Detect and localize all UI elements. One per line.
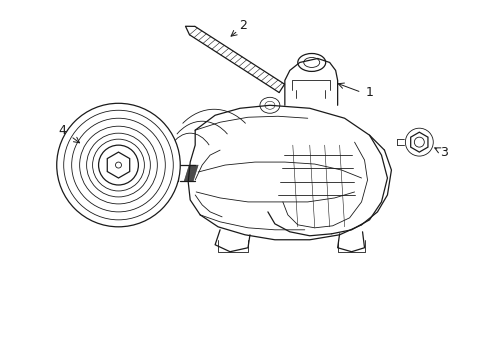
Text: 4: 4 xyxy=(59,124,66,137)
Ellipse shape xyxy=(57,103,180,227)
Text: 1: 1 xyxy=(365,86,373,99)
Text: 2: 2 xyxy=(239,19,246,32)
Text: 3: 3 xyxy=(439,145,447,159)
Ellipse shape xyxy=(404,127,433,157)
